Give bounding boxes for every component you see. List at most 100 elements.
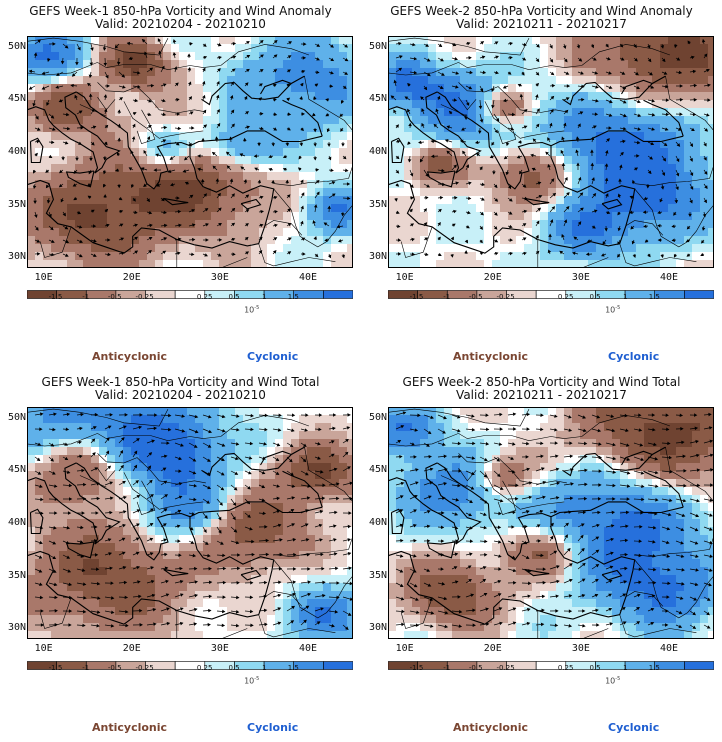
vorticity-map <box>27 36 353 268</box>
colorbar-label: -1.5 <box>48 664 63 672</box>
lat-tick-label: 45N <box>368 93 387 105</box>
lon-tick-label: 30E <box>571 272 590 283</box>
colorbar-label: 1 <box>262 293 267 301</box>
colorbar-label: -0.25 <box>496 664 515 672</box>
lat-tick-label: 40N <box>7 517 26 528</box>
colorbar-unit: 10-5 <box>244 676 260 686</box>
lat-tick-label: 35N <box>368 569 387 581</box>
lat-tick-label: 45N <box>368 464 387 476</box>
lat-tick-label: 30N <box>368 251 387 263</box>
lon-tick-label: 40E <box>298 643 317 654</box>
colorbar-swatch <box>684 661 715 670</box>
lon-tick-label: 10E <box>34 272 53 283</box>
borders <box>388 37 714 268</box>
colorbar-label: 1.5 <box>287 293 299 301</box>
panel-title: GEFS Week-1 850-hPa Vorticity and Wind A… <box>29 4 332 18</box>
colorbar-label: -1 <box>443 293 451 301</box>
panel-title: GEFS Week-1 850-hPa Vorticity and Wind T… <box>41 375 320 389</box>
colorbar-label: -0.25 <box>135 293 154 301</box>
legend-cyclonic: Cyclonic <box>247 721 299 734</box>
panel-week1-total: GEFS Week-1 850-hPa Vorticity and Wind T… <box>0 371 361 742</box>
lat-tick-label: 35N <box>368 198 387 210</box>
panel-title: GEFS Week-2 850-hPa Vorticity and Wind T… <box>402 375 681 389</box>
colorbar-label: 0.25 <box>196 293 213 301</box>
colorbar-label: -1 <box>82 664 90 672</box>
colorbar-label: -1.5 <box>409 664 424 672</box>
coastlines <box>388 446 684 625</box>
lat-tick-label: 30N <box>7 622 26 634</box>
colorbar-label: -0.5 <box>107 664 122 672</box>
panel-valid-date: Valid: 20210204 - 20210210 <box>95 388 266 402</box>
colorbar-label: 0.25 <box>557 293 574 301</box>
colorbar-label: 1.5 <box>648 293 660 301</box>
colorbar-label: 1.5 <box>287 664 299 672</box>
lon-tick-label: 40E <box>298 272 317 283</box>
panel-valid-date: Valid: 20210211 - 20210217 <box>456 388 627 402</box>
borders <box>388 408 714 639</box>
lat-tick-label: 40N <box>368 146 387 157</box>
colorbar <box>387 284 715 303</box>
colorbar-label: 0.5 <box>228 664 240 672</box>
colorbar-label: -0.5 <box>468 664 483 672</box>
colorbar-swatch <box>323 290 354 299</box>
lat-tick-label: 50N <box>7 411 26 423</box>
colorbar-label: -1 <box>82 293 90 301</box>
colorbar-label: -1.5 <box>48 293 63 301</box>
coastlines <box>388 75 684 254</box>
legend-anticyclonic: Anticyclonic <box>92 350 168 363</box>
colorbar-label: 0.5 <box>589 293 601 301</box>
wind-vectors <box>395 411 714 629</box>
colorbar-label: -0.25 <box>135 664 154 672</box>
lon-tick-label: 30E <box>210 272 229 283</box>
lon-tick-label: 20E <box>483 272 502 283</box>
colorbar-unit: 10-5 <box>605 305 621 315</box>
colorbar-label: 1 <box>623 664 628 672</box>
legend-anticyclonic: Anticyclonic <box>453 350 529 363</box>
lon-tick-label: 20E <box>122 643 141 654</box>
lon-tick-label: 10E <box>34 643 53 654</box>
lat-tick-label: 40N <box>7 146 26 157</box>
lon-tick-label: 30E <box>571 643 590 654</box>
wind-vectors <box>34 412 353 631</box>
colorbar-label: -1 <box>443 664 451 672</box>
colorbar-label: 0.5 <box>589 664 601 672</box>
legend-anticyclonic: Anticyclonic <box>453 721 529 734</box>
panel-valid-date: Valid: 20210204 - 20210210 <box>95 17 266 31</box>
lat-tick-label: 50N <box>368 40 387 52</box>
colorbar-unit: 10-5 <box>244 305 260 315</box>
panel-valid-date: Valid: 20210211 - 20210217 <box>456 17 627 31</box>
lon-tick-label: 20E <box>122 272 141 283</box>
lat-tick-label: 30N <box>7 251 26 263</box>
panel-week2-total: GEFS Week-2 850-hPa Vorticity and Wind T… <box>361 371 722 742</box>
lon-tick-label: 10E <box>395 272 414 283</box>
wind-vectors <box>390 38 711 259</box>
vorticity-map <box>27 407 353 639</box>
colorbar <box>26 284 354 303</box>
lon-tick-label: 40E <box>659 643 678 654</box>
legend-cyclonic: Cyclonic <box>608 721 660 734</box>
panel-title: GEFS Week-2 850-hPa Vorticity and Wind A… <box>390 4 693 18</box>
colorbar <box>26 655 354 674</box>
lat-tick-label: 30N <box>368 622 387 634</box>
lon-tick-label: 30E <box>210 643 229 654</box>
colorbar-label: -0.5 <box>107 293 122 301</box>
colorbar-label: -0.5 <box>468 293 483 301</box>
lat-tick-label: 50N <box>368 411 387 423</box>
colorbar-unit: 10-5 <box>605 676 621 686</box>
colorbar-label: -0.25 <box>496 293 515 301</box>
colorbar-label: 1.5 <box>648 664 660 672</box>
coastlines <box>27 446 323 625</box>
lat-tick-label: 40N <box>368 517 387 528</box>
colorbar-label: 1 <box>623 293 628 301</box>
lat-tick-label: 35N <box>7 569 26 581</box>
vorticity-map <box>388 407 714 639</box>
lat-tick-label: 45N <box>7 93 26 105</box>
vorticity-map <box>388 36 714 268</box>
colorbar-swatch <box>684 290 715 299</box>
colorbar <box>387 655 715 674</box>
panel-week1-anomaly: GEFS Week-1 850-hPa Vorticity and Wind A… <box>0 0 361 371</box>
colorbar-label: -1.5 <box>409 293 424 301</box>
colorbar-label: 1 <box>262 664 267 672</box>
legend-cyclonic: Cyclonic <box>247 350 299 363</box>
colorbar-label: 0.5 <box>228 293 240 301</box>
